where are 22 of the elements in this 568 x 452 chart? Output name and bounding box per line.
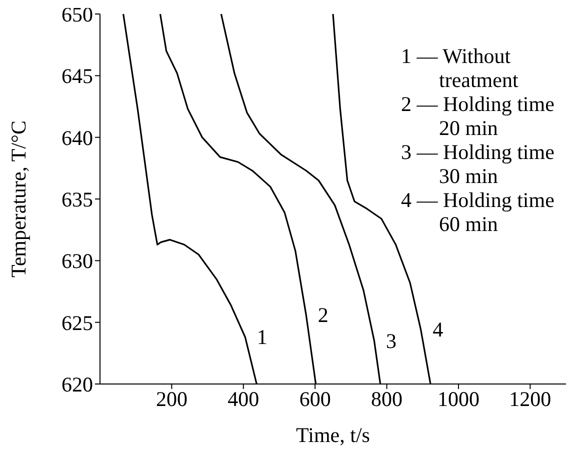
x-tick-label: 200 xyxy=(156,386,188,411)
y-tick-label: 630 xyxy=(62,249,93,274)
y-tick-label: 645 xyxy=(62,64,93,88)
annotation: 1 — Without treatment xyxy=(401,44,520,92)
x-axis-title: Time, t/s xyxy=(296,423,370,447)
x-tick-label: 1000 xyxy=(437,386,480,411)
x-tick-label: 800 xyxy=(371,386,403,411)
annotation: 2 — Holding time 20 min xyxy=(401,92,556,140)
y-tick-label: 625 xyxy=(62,310,93,335)
x-tick-label: 400 xyxy=(228,386,260,411)
y-axis-title: Temperature, T/°C xyxy=(6,120,30,278)
series-label: 3 xyxy=(386,328,396,353)
series-label: 2 xyxy=(318,302,328,327)
annotation: 3 — Holding time 30 min xyxy=(401,140,556,188)
series-label: 1 xyxy=(256,325,268,350)
annotation: 4 — Holding time 60 min xyxy=(401,188,556,236)
y-tick-label: 635 xyxy=(62,187,93,212)
y-tick-label: 620 xyxy=(62,372,93,396)
y-tick-label: 640 xyxy=(62,126,93,150)
x-tick-label: 600 xyxy=(299,386,331,411)
series-label: 4 xyxy=(432,318,444,342)
x-tick-label: 1200 xyxy=(509,386,552,411)
